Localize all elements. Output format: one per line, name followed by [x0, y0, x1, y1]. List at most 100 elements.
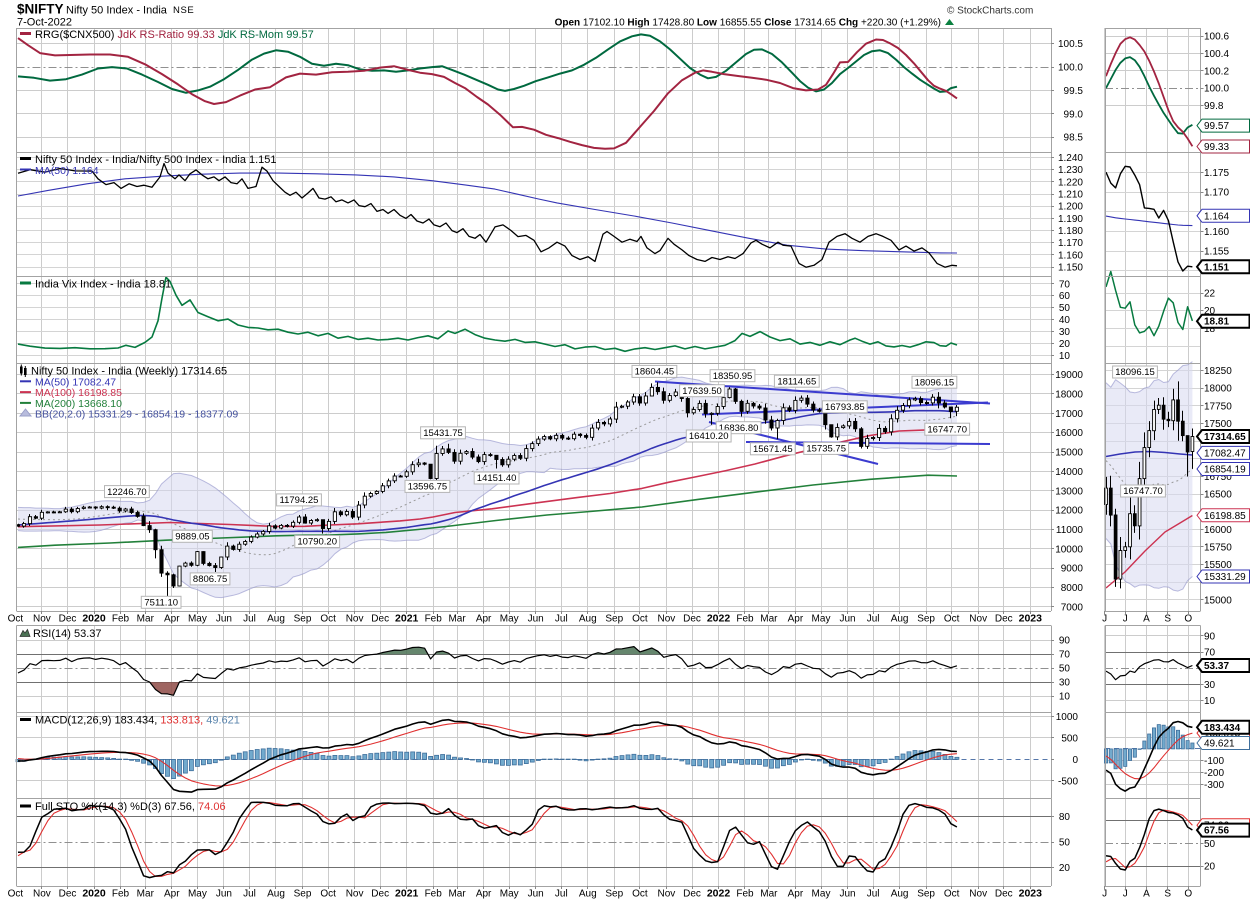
svg-text:S: S — [1164, 614, 1171, 625]
svg-text:Full STO %K(14,3) %D(3) 67.56,: Full STO %K(14,3) %D(3) 67.56, 74.06 — [35, 801, 226, 813]
svg-text:Nov: Nov — [969, 889, 987, 900]
svg-text:Jun: Jun — [839, 889, 855, 900]
svg-text:J: J — [1102, 614, 1107, 625]
svg-text:15331.29: 15331.29 — [1204, 572, 1246, 583]
svg-text:1.170: 1.170 — [1204, 188, 1229, 199]
svg-text:-300: -300 — [1204, 780, 1224, 791]
svg-text:16000: 16000 — [1055, 428, 1083, 439]
svg-text:2023: 2023 — [1019, 888, 1043, 900]
svg-text:Jul: Jul — [867, 889, 880, 900]
svg-text:10: 10 — [1059, 692, 1071, 703]
svg-text:Nifty 50 Index - India: Nifty 50 Index - India — [66, 5, 168, 17]
svg-text:17500: 17500 — [1204, 419, 1232, 430]
svg-text:2022: 2022 — [707, 613, 731, 625]
svg-text:1.160: 1.160 — [1204, 227, 1229, 238]
svg-text:Apr: Apr — [476, 889, 492, 900]
svg-text:Apr: Apr — [476, 614, 492, 625]
svg-text:MA(200) 13668.10: MA(200) 13668.10 — [35, 398, 122, 410]
svg-text:30: 30 — [1059, 327, 1071, 338]
svg-text:30: 30 — [1204, 680, 1216, 691]
svg-text:14151.40: 14151.40 — [477, 473, 517, 484]
svg-text:Jul: Jul — [243, 614, 256, 625]
svg-text:Jun: Jun — [528, 614, 544, 625]
svg-text:9000: 9000 — [1061, 564, 1084, 575]
svg-text:99.8: 99.8 — [1204, 101, 1224, 112]
svg-text:17639.50: 17639.50 — [682, 386, 722, 397]
svg-text:12000: 12000 — [1055, 506, 1083, 517]
svg-text:1.180: 1.180 — [1058, 226, 1083, 237]
svg-text:Mar: Mar — [137, 614, 155, 625]
svg-text:9889.05: 9889.05 — [175, 532, 209, 543]
svg-text:16750: 16750 — [1204, 472, 1232, 483]
svg-text:18350.95: 18350.95 — [713, 371, 753, 382]
svg-text:15671.45: 15671.45 — [753, 444, 793, 455]
svg-text:Feb: Feb — [736, 614, 754, 625]
svg-text:22: 22 — [1204, 289, 1216, 300]
svg-text:15000: 15000 — [1055, 448, 1083, 459]
svg-text:11794.25: 11794.25 — [280, 495, 319, 506]
svg-text:Apr: Apr — [788, 889, 804, 900]
svg-text:17314.65: 17314.65 — [1204, 432, 1246, 443]
svg-text:-500: -500 — [1058, 776, 1078, 787]
svg-text:O: O — [1184, 889, 1192, 900]
svg-text:99.57: 99.57 — [1204, 121, 1229, 132]
svg-text:2022: 2022 — [707, 888, 731, 900]
svg-text:12246.70: 12246.70 — [107, 487, 147, 498]
svg-text:1.190: 1.190 — [1058, 214, 1083, 225]
svg-text:Dec: Dec — [995, 614, 1013, 625]
svg-text:Dec: Dec — [683, 889, 701, 900]
svg-text:16747.70: 16747.70 — [1123, 486, 1163, 497]
svg-text:S: S — [1164, 889, 1171, 900]
svg-text:Aug: Aug — [891, 614, 909, 625]
svg-text:Oct: Oct — [320, 889, 336, 900]
svg-text:Nov: Nov — [658, 614, 676, 625]
svg-text:15735.75: 15735.75 — [806, 444, 846, 455]
svg-text:Mar: Mar — [448, 889, 466, 900]
svg-text:Dec: Dec — [59, 889, 77, 900]
svg-text:Open 17102.10 High 17428.80 Lo: Open 17102.10 High 17428.80 Low 16855.55… — [555, 18, 941, 29]
svg-text:Jul: Jul — [555, 889, 568, 900]
svg-text:18114.65: 18114.65 — [777, 376, 816, 387]
svg-text:7-Oct-2022: 7-Oct-2022 — [17, 17, 72, 29]
svg-text:Jul: Jul — [243, 889, 256, 900]
svg-text:Oct: Oct — [8, 889, 24, 900]
svg-text:90: 90 — [1059, 636, 1071, 647]
svg-text:Nov: Nov — [346, 889, 364, 900]
svg-text:Jul: Jul — [555, 614, 568, 625]
svg-text:J: J — [1102, 889, 1107, 900]
svg-text:99.5: 99.5 — [1064, 86, 1084, 97]
svg-text:7511.10: 7511.10 — [144, 598, 178, 609]
svg-text:1.150: 1.150 — [1058, 263, 1083, 274]
svg-text:40: 40 — [1059, 315, 1071, 326]
svg-text:19000: 19000 — [1055, 370, 1083, 381]
svg-text:1.170: 1.170 — [1058, 238, 1083, 249]
svg-text:500: 500 — [1061, 733, 1078, 744]
svg-text:1.210: 1.210 — [1058, 190, 1083, 201]
svg-text:18250: 18250 — [1204, 366, 1232, 377]
svg-text:17750: 17750 — [1204, 401, 1232, 412]
svg-text:Apr: Apr — [164, 614, 180, 625]
svg-text:15431.75: 15431.75 — [423, 428, 463, 439]
svg-text:100.0: 100.0 — [1204, 84, 1229, 95]
svg-text:16836.80: 16836.80 — [719, 423, 759, 434]
svg-text:Sep: Sep — [605, 889, 623, 900]
svg-text:183.434: 183.434 — [1204, 723, 1241, 734]
svg-text:18604.45: 18604.45 — [635, 367, 675, 378]
svg-text:Jun: Jun — [216, 889, 232, 900]
svg-text:1.151: 1.151 — [1204, 262, 1229, 273]
svg-text:MACD(12,26,9) 183.434, 133.813: MACD(12,26,9) 183.434, 133.813, 49.621 — [35, 715, 240, 727]
svg-text:10: 10 — [1059, 351, 1071, 362]
svg-text:1.155: 1.155 — [1204, 247, 1229, 258]
svg-text:13000: 13000 — [1055, 486, 1083, 497]
svg-text:Oct: Oct — [632, 889, 648, 900]
svg-text:Jul: Jul — [867, 614, 880, 625]
svg-text:Feb: Feb — [425, 614, 443, 625]
svg-text:Apr: Apr — [788, 614, 804, 625]
svg-text:15500: 15500 — [1204, 560, 1232, 571]
svg-text:1.220: 1.220 — [1058, 177, 1083, 188]
svg-text:14000: 14000 — [1055, 467, 1083, 478]
svg-text:J: J — [1123, 889, 1128, 900]
svg-text:60: 60 — [1059, 291, 1071, 302]
svg-text:49.621: 49.621 — [1204, 739, 1235, 750]
svg-text:BB(20,2.0) 15331.29 - 16854.19: BB(20,2.0) 15331.29 - 16854.19 - 18377.0… — [35, 409, 238, 421]
